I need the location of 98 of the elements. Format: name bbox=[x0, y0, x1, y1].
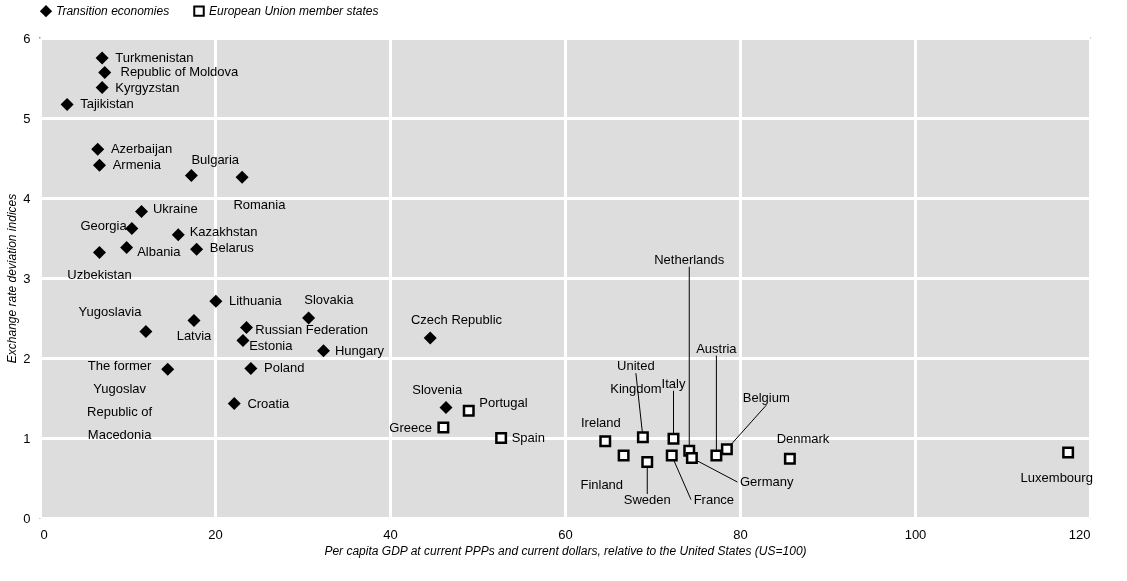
x-axis-title: Per capita GDP at current PPPs and current dollars, relative to the United States (US=100) bbox=[324, 543, 807, 558]
point bbox=[190, 243, 203, 256]
annotation: Hungary bbox=[334, 342, 385, 358]
annotation: Belarus bbox=[209, 239, 255, 255]
point bbox=[495, 432, 508, 444]
point bbox=[710, 449, 723, 462]
point bbox=[667, 432, 680, 445]
point bbox=[96, 52, 109, 64]
point bbox=[96, 81, 109, 94]
annotation: Estonia bbox=[249, 338, 294, 353]
y-tick-label: 1 bbox=[23, 430, 31, 446]
point bbox=[237, 334, 249, 347]
annotation: Croatia bbox=[247, 395, 291, 411]
point bbox=[98, 66, 111, 79]
point bbox=[161, 363, 174, 376]
annotation: Azerbaijan bbox=[110, 141, 173, 157]
annotation: Sweden bbox=[623, 492, 671, 507]
y-tick-label: 2 bbox=[23, 350, 31, 366]
point bbox=[139, 325, 152, 338]
annotation: Slovenia bbox=[412, 382, 463, 397]
annotation: Poland bbox=[264, 360, 305, 376]
x-tick-label: 20 bbox=[208, 526, 223, 542]
annotation: United Kingdom bbox=[610, 358, 662, 397]
annotation: Latvia bbox=[176, 328, 213, 344]
annotation: Germany bbox=[740, 474, 794, 489]
annotation: Russian Federation bbox=[255, 322, 368, 337]
annotation: Belgium bbox=[742, 390, 790, 406]
point bbox=[172, 228, 185, 241]
point bbox=[61, 98, 74, 111]
annotation: Austria bbox=[696, 340, 738, 356]
annotation: Uzbekistan bbox=[67, 266, 132, 282]
annotation: Tajikistan bbox=[80, 96, 134, 112]
point bbox=[120, 241, 133, 254]
annotation: Georgia bbox=[80, 218, 128, 233]
x-tick-label: 0 bbox=[40, 526, 48, 542]
annotation: The former Yugoslav Republic of Macedonia bbox=[87, 357, 153, 442]
annotation: Turkmenistan bbox=[115, 50, 194, 65]
point bbox=[437, 421, 450, 434]
x-tick-label: 60 bbox=[558, 526, 573, 542]
annotation: Romania bbox=[233, 197, 287, 213]
annotation: Netherlands bbox=[654, 251, 725, 267]
point bbox=[244, 362, 257, 375]
annotation: Portugal bbox=[479, 394, 528, 410]
point bbox=[641, 456, 654, 468]
point bbox=[91, 143, 104, 156]
y-tick-label: 3 bbox=[23, 270, 31, 286]
point bbox=[302, 312, 315, 324]
annotation: Yugoslavia bbox=[78, 303, 143, 319]
annotation: Republic of Moldova bbox=[120, 64, 240, 80]
y-axis-title: Exchange rate deviation indices bbox=[5, 193, 20, 364]
x-tick-label: 80 bbox=[733, 526, 748, 542]
annotation: Czech Republic bbox=[410, 312, 503, 328]
annotation: Luxembourg bbox=[1020, 470, 1093, 486]
annotation: Spain bbox=[511, 430, 545, 445]
x-tick-label: 120 bbox=[1068, 526, 1091, 542]
annotation: Kazakhstan bbox=[189, 224, 258, 240]
x-tick-label: 40 bbox=[383, 526, 398, 542]
point bbox=[665, 449, 678, 462]
point bbox=[617, 449, 630, 462]
point bbox=[1062, 446, 1075, 459]
point bbox=[424, 332, 437, 344]
point bbox=[599, 435, 612, 448]
point bbox=[240, 321, 253, 334]
point bbox=[228, 397, 241, 410]
annotation: Bulgaria bbox=[191, 151, 240, 167]
annotation: Denmark bbox=[776, 430, 830, 446]
point bbox=[135, 205, 148, 218]
point bbox=[93, 246, 106, 259]
point bbox=[188, 314, 200, 327]
point bbox=[185, 169, 198, 182]
annotation: Lithuania bbox=[229, 293, 283, 309]
annotation: Ukraine bbox=[152, 201, 198, 217]
point bbox=[440, 401, 452, 414]
point bbox=[636, 431, 649, 444]
annotation: Kyrgyzstan bbox=[115, 79, 180, 95]
annotation: Finland bbox=[580, 477, 624, 493]
y-tick-label: 4 bbox=[23, 190, 31, 206]
x-tick-label: 100 bbox=[904, 526, 927, 542]
y-tick-label: 0 bbox=[23, 510, 31, 526]
annotation: Slovakia bbox=[304, 292, 355, 308]
legend-label: European Union member states bbox=[209, 4, 379, 19]
annotation: Ireland bbox=[581, 414, 621, 430]
point bbox=[93, 159, 106, 172]
point bbox=[236, 171, 249, 184]
y-tick-label: 6 bbox=[23, 30, 31, 46]
annotation: Greece bbox=[389, 419, 432, 435]
legend-label: Transition economies bbox=[56, 4, 170, 19]
point bbox=[720, 443, 733, 456]
point bbox=[685, 452, 698, 464]
annotation: France bbox=[693, 491, 735, 507]
y-tick-label: 5 bbox=[23, 110, 31, 126]
annotation: Albania bbox=[137, 243, 182, 259]
annotation: Armenia bbox=[112, 157, 162, 173]
point bbox=[462, 404, 475, 417]
annotation: Italy bbox=[661, 375, 686, 391]
point bbox=[317, 344, 330, 357]
point bbox=[783, 452, 796, 465]
point bbox=[209, 295, 222, 308]
